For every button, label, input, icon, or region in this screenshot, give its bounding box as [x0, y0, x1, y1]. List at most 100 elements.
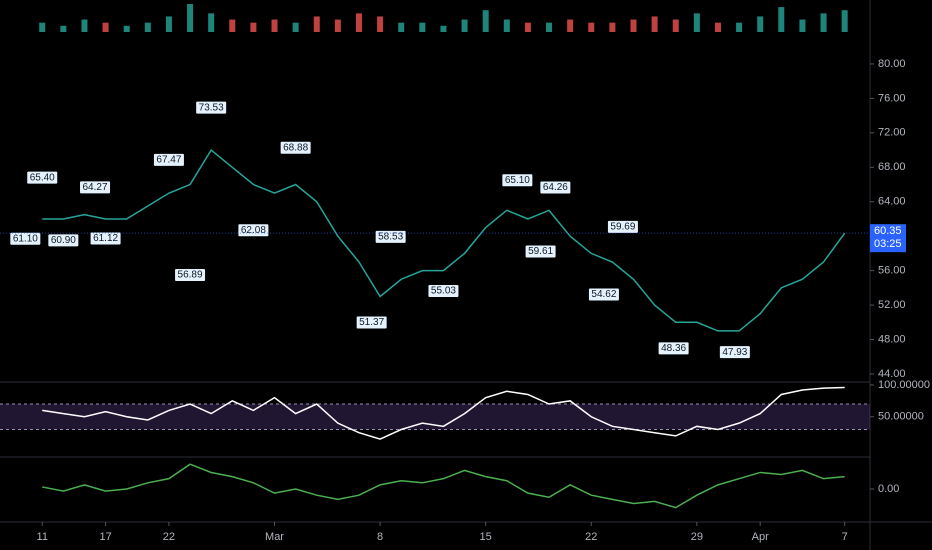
pivot-label-box: [540, 181, 571, 194]
pivot-label-box: [238, 224, 269, 237]
pivot-label-box: [48, 234, 79, 247]
pivot-label: 67.47: [156, 154, 181, 165]
volume-bar: [546, 22, 553, 32]
volume-bar: [292, 22, 299, 32]
series-line: [42, 463, 845, 509]
price-tag: [870, 224, 906, 253]
volume-bar: [81, 19, 88, 32]
volume-bar: [123, 25, 130, 32]
volume-bar: [672, 19, 679, 32]
x-tick-label: 15: [480, 531, 492, 543]
volume-bar: [799, 19, 806, 32]
pivot-label: 65.10: [505, 175, 530, 186]
volume-bar: [60, 25, 67, 32]
y-tick-label: 64.00: [878, 196, 906, 208]
pivot-label-box: [90, 232, 121, 245]
pivot-label: 48.36: [661, 343, 686, 354]
pivot-label: 64.26: [543, 182, 568, 193]
volume-bar: [39, 22, 46, 32]
y-tick-label: 50.00000: [878, 411, 924, 423]
y-tick-label: 100.00000: [878, 379, 930, 391]
pivot-label: 64.27: [83, 182, 108, 193]
volume-bar: [567, 19, 574, 32]
pivot-label: 55.03: [431, 286, 456, 297]
pivot-label-box: [719, 346, 750, 359]
volume-bar: [334, 19, 341, 32]
x-tick-label: Apr: [752, 531, 769, 543]
price-tag-label: 60.35: [874, 225, 902, 237]
pivot-label-box: [10, 232, 41, 245]
volume-bar: [355, 13, 362, 33]
pivot-label: 51.37: [359, 317, 384, 328]
volume-bar: [250, 22, 257, 32]
x-tick-label: 11: [37, 531, 48, 543]
y-tick-label: 80.00: [878, 58, 906, 70]
pivot-label-box: [175, 268, 206, 281]
pivot-label: 59.69: [610, 221, 635, 232]
pivot-label-box: [525, 245, 556, 258]
pivot-label-box: [588, 288, 619, 301]
volume-bar: [524, 22, 531, 32]
x-tick-label: 7: [842, 531, 848, 543]
x-tick-label: 22: [163, 531, 175, 543]
pivot-label: 61.12: [93, 233, 118, 244]
volume-bar: [651, 16, 658, 32]
y-tick-label: 68.00: [878, 161, 906, 173]
volume-bar: [693, 13, 700, 33]
pivot-label: 58.53: [378, 231, 403, 242]
pivot-label: 59.61: [528, 246, 553, 257]
volume-bar: [208, 13, 215, 33]
pivot-label-box: [280, 141, 311, 154]
y-tick-label: 72.00: [878, 127, 906, 139]
pivot-label: 54.62: [591, 289, 616, 300]
volume-bar: [757, 16, 764, 32]
volume-bar: [229, 19, 236, 32]
pivot-label: 47.93: [722, 347, 747, 358]
pivot-label: 56.89: [178, 270, 203, 281]
pivot-label-box: [27, 171, 58, 184]
volume-bar: [482, 10, 489, 33]
volume-bar: [398, 22, 405, 32]
y-tick-label: 44.00: [878, 368, 906, 380]
y-tick-label: 0.00: [878, 483, 899, 495]
volume-bar: [461, 19, 468, 32]
volume-bar: [588, 22, 595, 32]
volume-bar: [377, 16, 384, 32]
pivot-label-box: [375, 230, 406, 243]
volume-bar: [841, 10, 848, 33]
pivot-label-box: [80, 181, 111, 194]
series-line: [42, 148, 846, 332]
volume-bar: [419, 22, 426, 32]
volume-bar: [503, 19, 510, 32]
volume-bar: [736, 22, 743, 32]
pivot-label-box: [607, 220, 638, 233]
pivot-label: 60.90: [51, 235, 76, 246]
countdown-label: 03:25: [874, 238, 902, 250]
pivot-label-box: [356, 316, 387, 329]
pivot-label-box: [196, 101, 227, 114]
volume-bar: [609, 22, 616, 32]
pivot-label: 73.53: [199, 102, 224, 113]
y-tick-label: 52.00: [878, 299, 906, 311]
y-tick-label: 76.00: [878, 92, 906, 104]
x-tick-label: 29: [691, 531, 703, 543]
y-tick-label: 48.00: [878, 333, 906, 345]
pivot-label-box: [153, 153, 184, 166]
volume-bar: [778, 7, 785, 33]
volume-bar: [630, 19, 637, 32]
pivot-label-box: [428, 284, 459, 297]
pivot-label: 65.40: [30, 172, 55, 183]
pivot-label-box: [658, 342, 689, 355]
pivot-label-box: [502, 174, 533, 187]
x-tick-label: Mar: [265, 531, 284, 543]
volume-bar: [271, 19, 278, 32]
pivot-label: 68.88: [283, 142, 308, 153]
x-tick-label: 22: [585, 531, 597, 543]
volume-bar: [313, 16, 320, 32]
x-tick-label: 17: [99, 531, 111, 543]
volume-bar: [187, 4, 194, 32]
pivot-label: 62.08: [241, 225, 266, 236]
volume-bar: [820, 13, 827, 33]
